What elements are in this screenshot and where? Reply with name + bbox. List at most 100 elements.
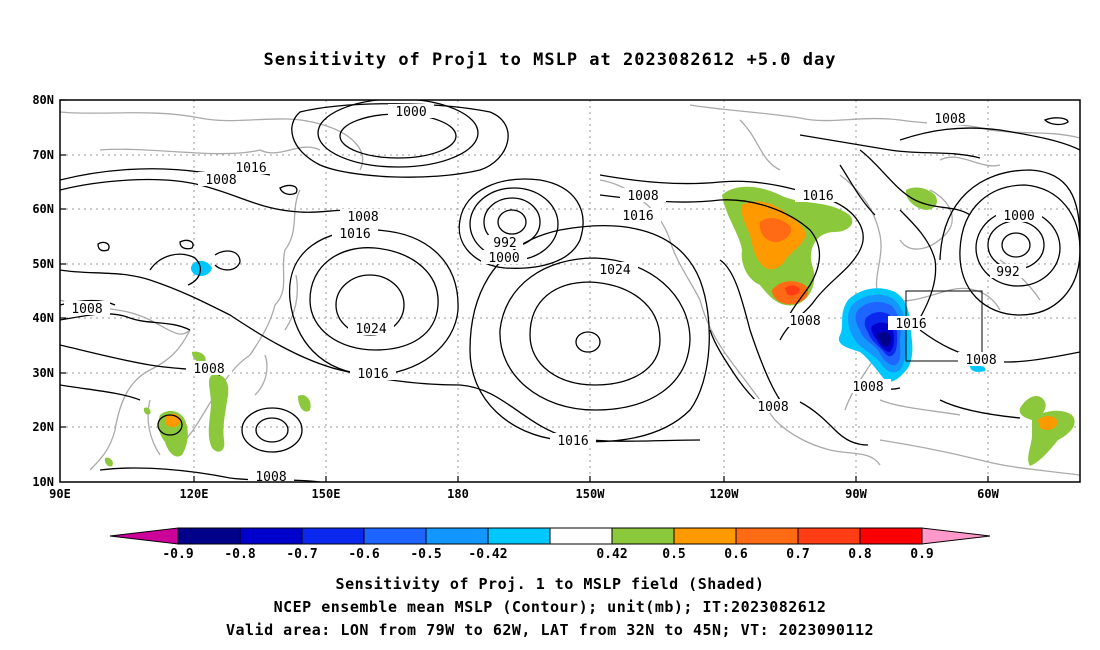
colorbar-label: 0.5	[662, 547, 685, 562]
caption-line-1: Sensitivity of Proj. 1 to MSLP field (Sh…	[335, 575, 765, 593]
svg-text:1016: 1016	[622, 209, 653, 224]
label-1008-rockies: 1008	[782, 313, 828, 329]
map-title: Sensitivity of Proj1 to MSLP at 20230826…	[263, 50, 837, 70]
svg-text:1008: 1008	[934, 112, 965, 127]
svg-text:1016: 1016	[339, 227, 370, 242]
x-tick-150e: 150E	[312, 487, 341, 501]
colorbar-box	[177, 527, 241, 545]
label-1008-east-asia: 1008	[340, 209, 386, 225]
colorbar-box	[611, 527, 675, 545]
colorbar-label: -0.9	[162, 547, 193, 562]
colorbar-label: -0.42	[468, 547, 507, 562]
svg-text:992: 992	[493, 236, 516, 251]
label-1000-labrador-low: 1000	[996, 208, 1042, 224]
colorbar-box	[797, 527, 861, 545]
svg-text:1016: 1016	[895, 317, 926, 332]
label-1008-southeast-us: 1008	[845, 379, 891, 395]
label-1024-west-pacific-high: 1024	[348, 321, 394, 337]
svg-text:1000: 1000	[488, 251, 519, 266]
x-tick-180: 180	[447, 487, 469, 501]
y-tick-80n: 80N	[32, 93, 54, 107]
colorbar-box	[673, 527, 737, 545]
label-1008-china: 1008	[64, 301, 110, 317]
colorbar-box	[549, 527, 613, 545]
label-1008-mexico: 1008	[750, 399, 796, 415]
y-tick-20n: 20N	[32, 420, 54, 434]
svg-text:1008: 1008	[757, 400, 788, 415]
svg-text:1008: 1008	[627, 189, 658, 204]
colorbar-label: -0.6	[348, 547, 379, 562]
tick-marks	[60, 99, 989, 482]
label-1008-siberia: 1008	[198, 172, 244, 188]
colorbar: -0.9 -0.8 -0.7 -0.6 -0.5 -0.42 0.42 0.5 0.6 0.7 0.…	[109, 527, 991, 562]
y-tick-40n: 40N	[32, 311, 54, 325]
label-1008-atlantic: 1008	[958, 352, 1004, 368]
y-tick-70n: 70N	[32, 148, 54, 162]
colorbar-label: 0.8	[848, 547, 872, 562]
svg-text:1008: 1008	[347, 210, 378, 225]
svg-text:1008: 1008	[789, 314, 820, 329]
label-1016-south-pacific: 1016	[550, 433, 596, 449]
svg-text:1024: 1024	[599, 263, 630, 278]
caption-line-3: Valid area: LON from 79W to 62W, LAT fro…	[225, 621, 875, 639]
caption-line-2: NCEP ensemble mean MSLP (Contour); unit(…	[273, 598, 827, 616]
label-1000-north-pacific: 1000	[388, 104, 434, 120]
colorbar-box	[363, 527, 427, 545]
svg-text:1024: 1024	[355, 322, 386, 337]
colorbar-box	[239, 527, 303, 545]
svg-text:1008: 1008	[205, 173, 236, 188]
svg-text:1016: 1016	[802, 189, 833, 204]
svg-text:1008: 1008	[71, 302, 102, 317]
positive-sensitivity-shading	[104, 186, 1075, 467]
colorbar-label: 0.42	[596, 547, 627, 562]
x-tick-90e: 90E	[49, 487, 71, 501]
label-1024-north-pacific-high: 1024	[592, 262, 638, 278]
colorbar-label: 0.9	[910, 547, 933, 562]
y-tick-10n: 10N	[32, 475, 54, 489]
colorbar-label: -0.8	[224, 547, 255, 562]
svg-text:1008: 1008	[965, 353, 996, 368]
y-tick-30n: 30N	[32, 366, 54, 380]
plot-frame	[59, 99, 1081, 483]
colorbar-box	[487, 527, 551, 545]
x-tick-150w: 150W	[576, 487, 606, 501]
svg-text:1000: 1000	[395, 105, 426, 120]
contour-labels: 1000 1008 1016 1008 1016 1008 1016 1008 …	[64, 104, 1042, 485]
label-1016-gulf-alaska: 1016	[615, 208, 661, 224]
x-axis-labels: 90E 120E 150E 180 150W 120W 90W 60W	[49, 487, 999, 501]
svg-text:1000: 1000	[1003, 209, 1034, 224]
x-tick-90w: 90W	[845, 487, 867, 501]
colorbar-box	[735, 527, 799, 545]
label-1008-east-canada: 1008	[927, 111, 973, 127]
svg-text:1008: 1008	[852, 380, 883, 395]
colorbar-box	[425, 527, 489, 545]
svg-text:1008: 1008	[193, 362, 224, 377]
colorbar-box	[859, 527, 923, 545]
colorbar-box	[301, 527, 365, 545]
y-axis-labels: 80N 70N 60N 50N 40N 30N 20N 10N	[32, 93, 54, 489]
label-1016-subtropical-pacific: 1016	[350, 366, 396, 382]
y-tick-60n: 60N	[32, 202, 54, 216]
label-1008-gulf-alaska: 1008	[620, 188, 666, 204]
svg-text:992: 992	[996, 265, 1019, 280]
svg-text:1016: 1016	[357, 367, 388, 382]
colorbar-high-end	[921, 527, 991, 545]
label-1016-alaska: 1016	[795, 188, 841, 204]
colorbar-label: 0.7	[786, 547, 809, 562]
x-tick-60w: 60W	[977, 487, 999, 501]
svg-text:1016: 1016	[557, 434, 588, 449]
y-tick-50n: 50N	[32, 257, 54, 271]
label-1000-aleutian-low: 1000	[481, 250, 527, 266]
colorbar-label: -0.5	[410, 547, 441, 562]
grid-lines	[60, 100, 1080, 482]
label-1016-east-asia: 1016	[332, 226, 378, 242]
label-1016-us-east-coast: 1016	[888, 316, 934, 332]
label-1008-philippine-sea: 1008	[186, 361, 232, 377]
x-tick-120w: 120W	[710, 487, 740, 501]
colorbar-label: 0.6	[724, 547, 748, 562]
label-992-aleutian-low: 992	[487, 235, 523, 251]
label-992-labrador-low: 992	[990, 264, 1026, 280]
x-tick-120e: 120E	[180, 487, 209, 501]
colorbar-low-end	[109, 527, 179, 545]
